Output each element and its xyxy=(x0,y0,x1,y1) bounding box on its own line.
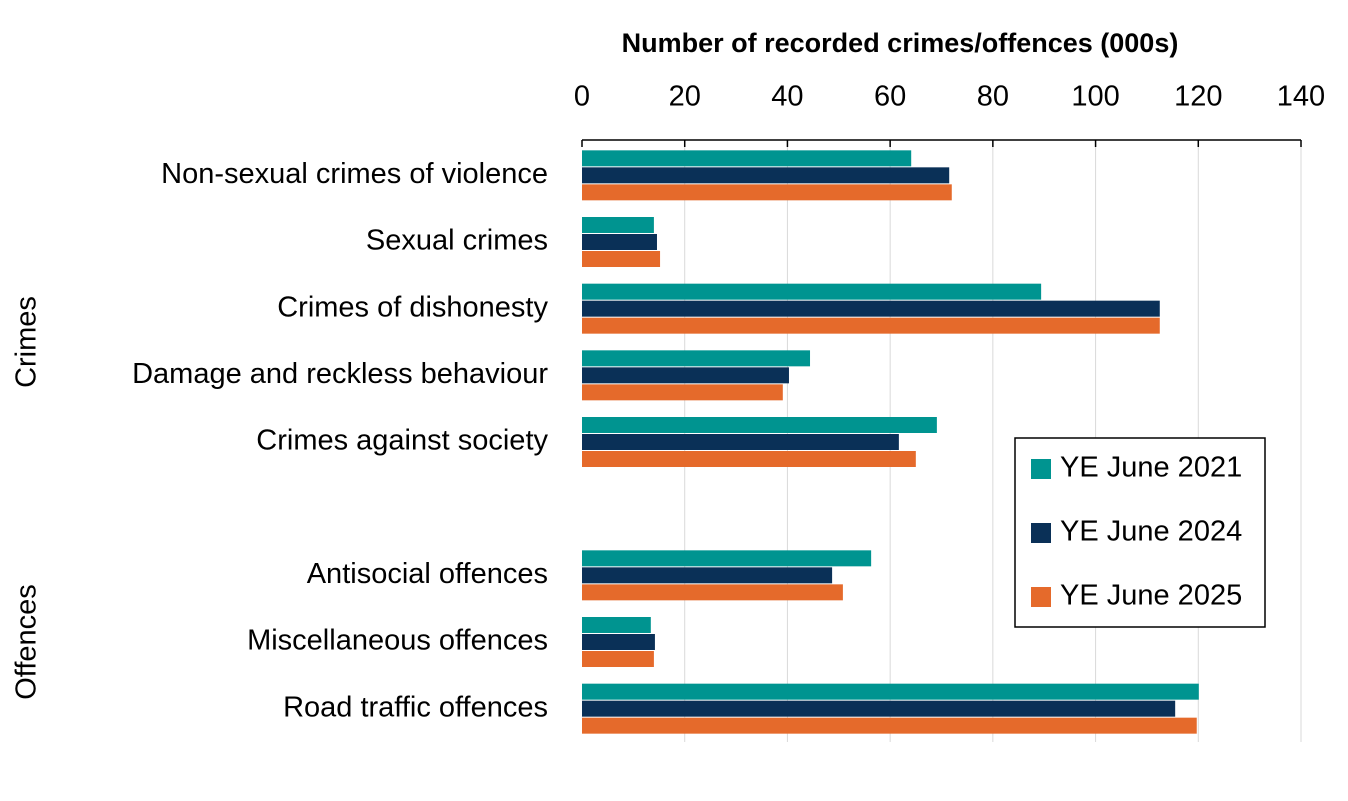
y-tick-label: Miscellaneous offences xyxy=(247,625,548,657)
x-tick-label: 80 xyxy=(977,81,1009,113)
bar xyxy=(582,367,789,384)
bar xyxy=(582,550,872,567)
x-tick-label: 20 xyxy=(669,81,701,113)
legend-swatch xyxy=(1031,523,1051,543)
y-tick-label: Non-sexual crimes of violence xyxy=(161,158,548,190)
bar xyxy=(582,251,661,267)
bar xyxy=(582,150,912,167)
legend-swatch xyxy=(1031,587,1051,607)
x-tick-label: 60 xyxy=(874,81,906,113)
legend-label: YE June 2021 xyxy=(1060,452,1242,484)
legend-label: YE June 2025 xyxy=(1060,580,1242,612)
bar xyxy=(582,417,937,433)
bar xyxy=(582,184,952,201)
bar xyxy=(582,234,657,250)
group-label: Crimes xyxy=(11,296,43,388)
bar xyxy=(582,167,950,184)
legend-swatch xyxy=(1031,459,1051,479)
x-tick-label: 0 xyxy=(574,81,590,113)
x-tick-label: 140 xyxy=(1277,81,1325,113)
bar xyxy=(582,567,833,584)
y-tick-label: Crimes against society xyxy=(256,425,548,457)
y-tick-label: Road traffic offences xyxy=(283,691,548,723)
bar xyxy=(582,651,654,667)
legend-box xyxy=(1014,437,1266,628)
y-tick-label: Antisocial offences xyxy=(307,558,548,590)
bar xyxy=(582,700,1176,717)
bar xyxy=(582,634,655,650)
bar xyxy=(582,384,783,401)
y-tick-label: Damage and reckless behaviour xyxy=(132,358,548,390)
bar xyxy=(582,300,1160,317)
bar xyxy=(582,317,1160,334)
bar xyxy=(582,350,811,367)
x-axis-title: Number of recorded crimes/offences (000s… xyxy=(622,28,1179,58)
bar xyxy=(582,283,1042,300)
x-tick-label: 120 xyxy=(1174,81,1222,113)
bar xyxy=(582,683,1199,700)
x-tick-label: 40 xyxy=(771,81,803,113)
y-tick-label: Sexual crimes xyxy=(366,225,548,257)
group-label: Offences xyxy=(11,584,43,700)
bar xyxy=(582,584,843,601)
bar xyxy=(582,451,916,467)
bar xyxy=(582,717,1197,734)
bar xyxy=(582,617,651,633)
bar xyxy=(582,434,899,450)
x-tick-label: 100 xyxy=(1071,81,1119,113)
bar xyxy=(582,217,654,233)
y-tick-label: Crimes of dishonesty xyxy=(277,291,548,323)
legend-label: YE June 2024 xyxy=(1060,516,1242,548)
